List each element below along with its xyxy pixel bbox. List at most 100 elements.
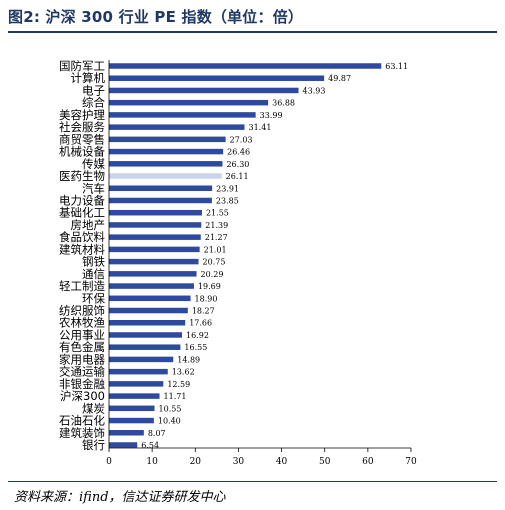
data-label: 16.92 bbox=[186, 331, 209, 340]
category-label: 美容护理 bbox=[59, 108, 105, 122]
data-label: 8.07 bbox=[148, 429, 166, 438]
bar bbox=[109, 258, 199, 265]
category-label: 建筑材料 bbox=[59, 242, 105, 256]
bar bbox=[109, 124, 245, 130]
category-label: 农林牧渔 bbox=[59, 316, 105, 330]
category-label: 食品饮料 bbox=[59, 230, 105, 244]
data-label: 36.88 bbox=[272, 99, 295, 108]
bar bbox=[109, 161, 223, 167]
bar bbox=[109, 222, 202, 228]
source-rule bbox=[8, 481, 497, 482]
category-label: 交通运输 bbox=[59, 365, 105, 379]
category-label: 商贸零售 bbox=[59, 132, 105, 146]
x-tick-label: 50 bbox=[319, 457, 331, 467]
data-label: 20.29 bbox=[201, 270, 224, 279]
bar bbox=[109, 417, 154, 424]
bar bbox=[109, 283, 194, 289]
bar bbox=[109, 209, 202, 216]
data-label: 21.39 bbox=[205, 221, 228, 230]
bar bbox=[109, 136, 226, 143]
data-label: 11.71 bbox=[164, 392, 187, 401]
x-tick-label: 0 bbox=[106, 457, 112, 467]
data-label: 16.55 bbox=[184, 343, 207, 352]
data-label: 19.69 bbox=[198, 282, 221, 291]
category-label: 社会服务 bbox=[59, 120, 105, 134]
data-label: 6.54 bbox=[141, 441, 159, 450]
data-label: 18.27 bbox=[192, 307, 215, 316]
title-rule bbox=[8, 31, 497, 33]
data-label: 18.90 bbox=[195, 294, 218, 303]
source-note: 资料来源：ifind，信达证券研发中心 bbox=[14, 490, 226, 505]
bar bbox=[109, 344, 181, 350]
category-label: 非银金融 bbox=[59, 377, 105, 391]
category-label: 房地产 bbox=[71, 218, 106, 232]
bar bbox=[109, 393, 160, 399]
category-label: 家用电器 bbox=[59, 352, 105, 366]
data-label: 21.55 bbox=[206, 209, 229, 218]
category-label: 基础化工 bbox=[59, 206, 105, 220]
data-label: 21.27 bbox=[205, 233, 228, 242]
bar bbox=[109, 63, 382, 69]
bar bbox=[109, 319, 186, 326]
data-label: 23.85 bbox=[216, 196, 239, 205]
category-label: 银行 bbox=[82, 438, 105, 452]
bar bbox=[109, 430, 144, 436]
category-label: 环保 bbox=[82, 291, 105, 305]
data-label: 13.62 bbox=[172, 368, 195, 377]
category-label: 电力设备 bbox=[59, 193, 105, 207]
category-label: 有色金属 bbox=[59, 340, 105, 354]
data-label: 10.55 bbox=[159, 404, 182, 413]
data-label: 33.99 bbox=[260, 111, 283, 120]
category-label: 电子 bbox=[82, 83, 105, 97]
data-label: 26.11 bbox=[226, 172, 249, 181]
x-tick-label: 20 bbox=[190, 457, 202, 467]
category-label: 医药生物 bbox=[59, 169, 105, 183]
bars-layer: 国防军工 63.11 计算机 49.87 电子 43.93 综合 36.88 美容护理 33.99… bbox=[59, 59, 408, 452]
data-label: 20.75 bbox=[203, 258, 226, 267]
category-label: 国防军工 bbox=[59, 59, 105, 73]
bar bbox=[109, 185, 213, 192]
bar bbox=[109, 332, 182, 338]
bar bbox=[109, 368, 168, 375]
bar bbox=[109, 356, 174, 363]
data-label: 12.59 bbox=[167, 380, 190, 389]
bar bbox=[109, 87, 299, 94]
data-label: 27.03 bbox=[230, 135, 253, 144]
category-label: 汽车 bbox=[82, 181, 105, 195]
x-tick-label: 10 bbox=[146, 457, 158, 467]
bar bbox=[109, 295, 191, 302]
bar bbox=[109, 173, 222, 179]
bar bbox=[109, 234, 201, 240]
figure-title: 图2: 沪深 300 行业 PE 指数（单位：倍） bbox=[8, 8, 304, 26]
bar bbox=[109, 271, 197, 277]
x-tick-label: 40 bbox=[276, 457, 288, 467]
bar bbox=[109, 197, 212, 204]
data-label: 43.93 bbox=[303, 86, 326, 95]
bar-chart: 国防军工 63.11 计算机 49.87 电子 43.93 综合 36.88 美容护理 33.99… bbox=[59, 59, 417, 467]
bar bbox=[109, 75, 325, 81]
data-label: 63.11 bbox=[385, 62, 408, 71]
bar bbox=[109, 405, 155, 412]
data-label: 14.89 bbox=[177, 355, 200, 364]
data-label: 26.30 bbox=[226, 160, 249, 169]
category-label: 钢铁 bbox=[82, 255, 105, 269]
x-tick-label: 60 bbox=[362, 457, 374, 467]
data-label: 31.41 bbox=[249, 123, 272, 132]
category-label: 纺织服饰 bbox=[59, 304, 105, 318]
bar bbox=[109, 246, 200, 253]
bar bbox=[109, 112, 256, 118]
category-label: 计算机 bbox=[71, 71, 106, 85]
category-label: 机械设备 bbox=[59, 145, 105, 159]
x-tick-label: 30 bbox=[233, 457, 245, 467]
bar bbox=[109, 99, 269, 106]
data-label: 21.01 bbox=[204, 245, 227, 254]
category-label: 沪深300 bbox=[60, 389, 105, 403]
category-label: 煤炭 bbox=[82, 401, 105, 415]
bar bbox=[109, 307, 188, 314]
x-tick-label: 70 bbox=[405, 457, 417, 467]
data-label: 49.87 bbox=[328, 74, 351, 83]
category-label: 公用事业 bbox=[59, 328, 105, 342]
category-label: 建筑装饰 bbox=[59, 426, 105, 440]
x-axis: 0 10 20 30 40 50 60 70 bbox=[106, 60, 417, 467]
data-label: 26.46 bbox=[227, 148, 250, 157]
